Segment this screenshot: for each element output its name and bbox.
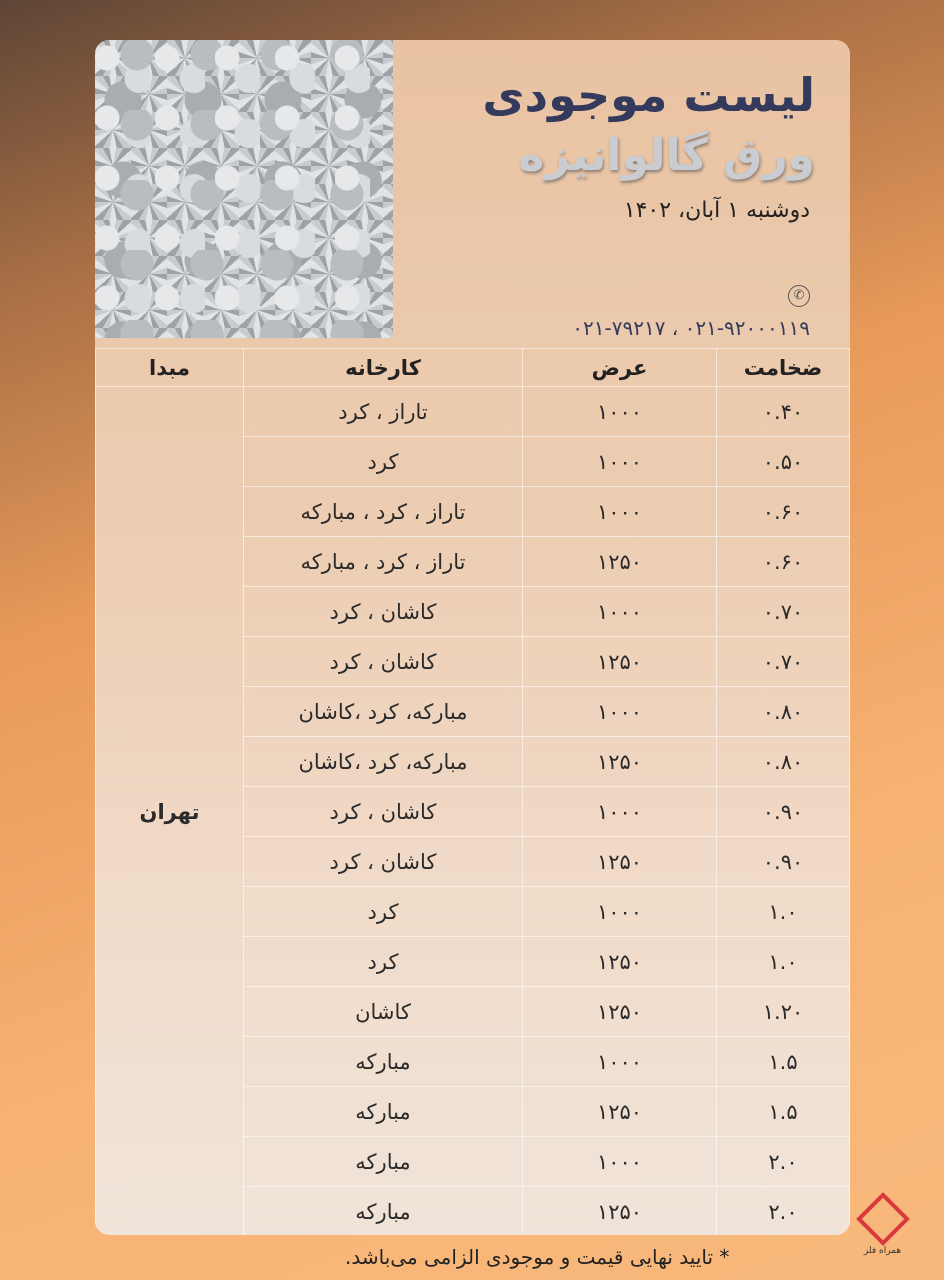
cell-thickness: ۲.۰ — [716, 1136, 850, 1187]
page-subtitle: ورق گالوانیزه — [518, 130, 815, 181]
cell-factory: مبارکه — [243, 1086, 523, 1137]
cell-width: ۱۲۵۰ — [522, 736, 717, 787]
cell-width: ۱۰۰۰ — [522, 786, 717, 837]
cell-factory: کاشان ، کرد — [243, 636, 523, 687]
table-row: ۱.۲۰ ۱۲۵۰ کاشان — [96, 986, 850, 1037]
cell-width: ۱۰۰۰ — [522, 436, 717, 487]
cell-width: ۱۰۰۰ — [522, 1136, 717, 1187]
table-row: ۰.۵۰ ۱۰۰۰ کرد — [96, 436, 850, 487]
cell-thickness: ۱.۰ — [716, 936, 850, 987]
table-row: ۰.۸۰ ۱۰۰۰ مبارکه، کرد ،کاشان — [96, 686, 850, 737]
cell-factory: مبارکه، کرد ،کاشان — [243, 686, 523, 737]
cell-factory: کاشان ، کرد — [243, 836, 523, 887]
cell-width: ۱۲۵۰ — [522, 536, 717, 587]
cell-width: ۱۰۰۰ — [522, 686, 717, 737]
table-row: ۱.۵ ۱۲۵۰ مبارکه — [96, 1086, 850, 1137]
cell-width: ۱۲۵۰ — [522, 986, 717, 1037]
cell-factory: کرد — [243, 886, 523, 937]
cell-factory: کرد — [243, 936, 523, 987]
cell-thickness: ۰.۸۰ — [716, 736, 850, 787]
cell-width: ۱۲۵۰ — [522, 1086, 717, 1137]
cell-thickness: ۱.۲۰ — [716, 986, 850, 1037]
cell-factory: مبارکه — [243, 1036, 523, 1087]
cell-width: ۱۲۵۰ — [522, 836, 717, 887]
cell-thickness: ۰.۵۰ — [716, 436, 850, 487]
cell-width: ۱۰۰۰ — [522, 886, 717, 937]
cell-width: ۱۲۵۰ — [522, 1186, 717, 1235]
cell-thickness: ۲.۰ — [716, 1186, 850, 1235]
cell-thickness: ۰.۶۰ — [716, 536, 850, 587]
brand-logo: همراه فلز — [855, 1192, 910, 1256]
table-row: ۰.۷۰ ۱۰۰۰ کاشان ، کرد — [96, 586, 850, 637]
header-factory: کارخانه — [243, 348, 523, 387]
table-row: ۰.۷۰ ۱۲۵۰ کاشان ، کرد — [96, 636, 850, 687]
header-origin: مبدا — [95, 348, 244, 387]
logo-icon — [855, 1192, 910, 1246]
cell-width: ۱۰۰۰ — [522, 1036, 717, 1087]
table-row: ۱.۵ ۱۰۰۰ مبارکه — [96, 1036, 850, 1087]
cell-thickness: ۰.۷۰ — [716, 586, 850, 637]
table-header: ضخامت عرض کارخانه مبدا — [95, 348, 850, 387]
cell-thickness: ۰.۹۰ — [716, 836, 850, 887]
cell-factory: کاشان ، کرد — [243, 586, 523, 637]
cell-factory: تاراز ، کرد ، مبارکه — [243, 536, 523, 587]
date-label: دوشنبه ۱ آبان، ۱۴۰۲ — [623, 198, 810, 223]
cell-factory: تاراز ، کرد ، مبارکه — [243, 486, 523, 537]
cell-thickness: ۰.۹۰ — [716, 786, 850, 837]
cell-origin: تهران — [95, 386, 244, 1235]
cell-factory: مبارکه — [243, 1186, 523, 1235]
header-width: عرض — [522, 348, 717, 387]
page-title: لیست موجودی — [482, 68, 815, 122]
cell-thickness: ۰.۴۰ — [716, 386, 850, 437]
cell-factory: مبارکه — [243, 1136, 523, 1187]
table-row: ۰.۶۰ ۱۲۵۰ تاراز ، کرد ، مبارکه — [96, 536, 850, 587]
cell-thickness: ۰.۸۰ — [716, 686, 850, 737]
table-row: ۰.۹۰ ۱۲۵۰ کاشان ، کرد — [96, 836, 850, 887]
cell-width: ۱۲۵۰ — [522, 636, 717, 687]
cell-thickness: ۱.۰ — [716, 886, 850, 937]
phone-icon: ✆ — [788, 285, 810, 307]
table-row: ۰.۴۰ ۱۰۰۰ تاراز ، کرد تهران — [95, 386, 850, 1235]
galvanized-sheet-image — [95, 40, 393, 338]
header-thickness: ضخامت — [716, 348, 850, 387]
cell-thickness: ۰.۷۰ — [716, 636, 850, 687]
cell-factory: تاراز ، کرد — [243, 386, 523, 437]
phone-numbers: ۰۲۱-۹۲۰۰۰۱۱۹ ، ۰۲۱-۷۹۲۱۷ — [572, 316, 810, 340]
table-row: ۰.۹۰ ۱۰۰۰ کاشان ، کرد — [96, 786, 850, 837]
cell-width: ۱۰۰۰ — [522, 586, 717, 637]
cell-factory: کاشان ، کرد — [243, 786, 523, 837]
inventory-card: لیست موجودی ورق گالوانیزه دوشنبه ۱ آبان،… — [95, 40, 850, 1235]
cell-width: ۱۲۵۰ — [522, 936, 717, 987]
cell-thickness: ۱.۵ — [716, 1086, 850, 1137]
inventory-table: ضخامت عرض کارخانه مبدا ۰.۴۰ ۱۰۰۰ تاراز ، ک… — [95, 348, 850, 1235]
cell-thickness: ۰.۶۰ — [716, 486, 850, 537]
table-row: ۱.۰ ۱۲۵۰ کرد — [96, 936, 850, 987]
cell-thickness: ۱.۵ — [716, 1036, 850, 1087]
disclaimer-note: * تایید نهایی قیمت و موجودی الزامی می‌با… — [345, 1245, 730, 1269]
cell-factory: کرد — [243, 436, 523, 487]
cell-width: ۱۰۰۰ — [522, 486, 717, 537]
table-row: ۲.۰ ۱۰۰۰ مبارکه — [96, 1136, 850, 1187]
table-row: ۰.۸۰ ۱۲۵۰ مبارکه، کرد ،کاشان — [96, 736, 850, 787]
table-row: ۲.۰ ۱۲۵۰ مبارکه — [96, 1186, 850, 1235]
cell-factory: کاشان — [243, 986, 523, 1037]
cell-width: ۱۰۰۰ — [522, 386, 717, 437]
logo-text: همراه فلز — [863, 1246, 902, 1256]
cell-factory: مبارکه، کرد ،کاشان — [243, 736, 523, 787]
